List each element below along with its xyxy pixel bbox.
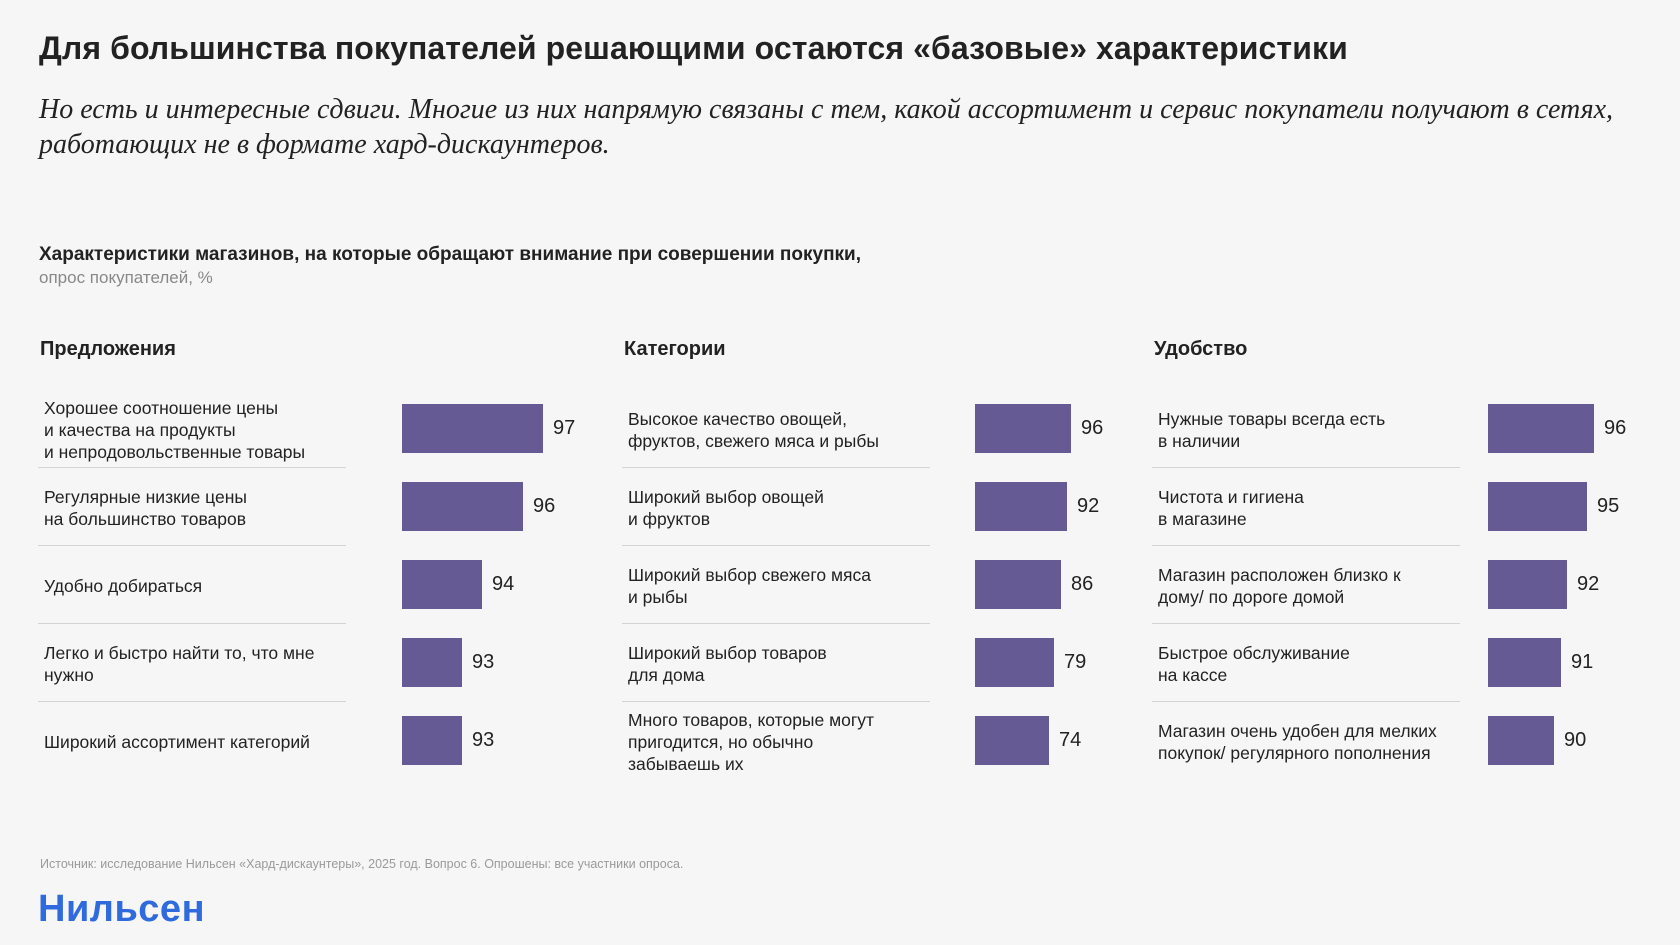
bar [1488, 638, 1561, 687]
bar-group-1: Предложения Хорошее соотношение цены и ка… [38, 0, 598, 945]
category-label: Высокое качество овощей, фруктов, свежег… [628, 409, 879, 451]
bar-row: Широкий выбор товаров для дома 79 [622, 628, 1162, 700]
nielsen-logo: Нильсен [38, 888, 206, 930]
data-label: 92 [1577, 573, 1600, 595]
row-divider [622, 623, 930, 624]
data-label: 86 [1071, 573, 1094, 595]
bar-row: Магазин расположен близко к дому/ по дор… [1152, 550, 1680, 622]
group-title: Предложения [40, 338, 176, 360]
bar [975, 716, 1049, 765]
group-title: Категории [624, 338, 726, 360]
bar [1488, 716, 1554, 765]
row-divider [1152, 623, 1460, 624]
data-label: 93 [472, 729, 495, 751]
bar [975, 638, 1054, 687]
bar-row: Нужные товары всегда есть в наличии 96 [1152, 394, 1680, 466]
category-label: Магазин очень удобен для мелких покупок/… [1158, 721, 1437, 763]
bar-row: Чистота и гигиена в магазине 95 [1152, 472, 1680, 544]
category-label: Хорошее соотношение цены и качества на п… [44, 398, 306, 462]
category-label: Удобно добираться [44, 576, 203, 596]
data-label: 96 [1081, 417, 1104, 439]
bar-group-3: Удобство Нужные товары всегда есть в нали… [1152, 0, 1680, 945]
bar [402, 638, 462, 687]
bar [975, 482, 1067, 531]
row-divider [38, 701, 346, 702]
data-label: 94 [492, 573, 515, 595]
data-label: 90 [1564, 729, 1587, 751]
bar [1488, 482, 1587, 531]
bar-group-2: Категории Высокое качество овощей, фрукто… [622, 0, 1182, 945]
row-divider [1152, 467, 1460, 468]
row-divider [38, 623, 346, 624]
bar [1488, 560, 1567, 609]
data-label: 96 [1604, 417, 1627, 439]
category-label: Быстрое обслуживание на кассе [1158, 643, 1350, 685]
group-title: Удобство [1154, 338, 1248, 360]
row-divider [622, 467, 930, 468]
bar [402, 404, 543, 453]
bar [975, 560, 1061, 609]
bar-row: Высокое качество овощей, фруктов, свежег… [622, 394, 1162, 466]
category-label: Много товаров, которые могут пригодится,… [628, 710, 875, 774]
row-divider [38, 545, 346, 546]
row-divider [38, 467, 346, 468]
data-label: 95 [1597, 495, 1620, 517]
category-label: Магазин расположен близко к дому/ по дор… [1158, 565, 1401, 607]
chart-subtitle: опрос покупателей, % [39, 268, 213, 287]
data-label: 96 [533, 495, 556, 517]
bar [975, 404, 1071, 453]
category-label: Регулярные низкие цены на большинство то… [44, 487, 247, 529]
category-label: Широкий выбор овощей и фруктов [628, 487, 824, 529]
category-label: Широкий выбор товаров для дома [628, 643, 827, 685]
data-label: 74 [1059, 729, 1082, 751]
category-label: Чистота и гигиена в магазине [1158, 487, 1304, 529]
row-divider [1152, 545, 1460, 546]
bar-row: Быстрое обслуживание на кассе 91 [1152, 628, 1680, 700]
row-divider [622, 701, 930, 702]
chart-title: Характеристики магазинов, на которые обр… [39, 244, 862, 265]
bar-row: Широкий выбор овощей и фруктов 92 [622, 472, 1162, 544]
bar-row: Много товаров, которые могут пригодится,… [622, 706, 1162, 778]
category-label: Широкий ассортимент категорий [44, 732, 310, 752]
bar [402, 560, 482, 609]
row-divider [622, 545, 930, 546]
data-label: 79 [1064, 651, 1087, 673]
bar [402, 716, 462, 765]
bar-row: Хорошее соотношение цены и качества на п… [38, 394, 578, 466]
category-label: Нужные товары всегда есть в наличии [1158, 409, 1386, 451]
bar-row: Широкий выбор свежего мяса и рыбы 86 [622, 550, 1162, 622]
bar-row: Широкий ассортимент категорий 93 [38, 706, 578, 778]
bar [402, 482, 523, 531]
category-label: Легко и быстро найти то, что мне нужно [44, 643, 315, 685]
data-label: 97 [553, 417, 576, 439]
category-label: Широкий выбор свежего мяса и рыбы [628, 565, 871, 607]
bar-row: Регулярные низкие цены на большинство то… [38, 472, 578, 544]
page-title: Для большинства покупателей решающими ос… [39, 30, 1348, 66]
row-divider [1152, 701, 1460, 702]
bar-row: Удобно добираться 94 [38, 550, 578, 622]
bar [1488, 404, 1594, 453]
page-subtitle: Но есть и интересные сдвиги. Многие из н… [39, 94, 1614, 160]
data-label: 91 [1571, 651, 1594, 673]
bar-row: Легко и быстро найти то, что мне нужно 93 [38, 628, 578, 700]
data-label: 93 [472, 651, 495, 673]
data-label: 92 [1077, 495, 1100, 517]
bar-row: Магазин очень удобен для мелких покупок/… [1152, 706, 1680, 778]
source-note: Источник: исследование Нильсен «Хард-дис… [40, 857, 684, 871]
